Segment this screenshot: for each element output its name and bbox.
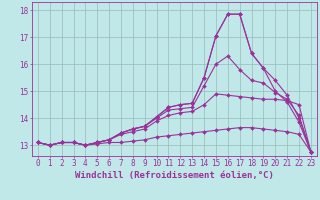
X-axis label: Windchill (Refroidissement éolien,°C): Windchill (Refroidissement éolien,°C)	[75, 171, 274, 180]
